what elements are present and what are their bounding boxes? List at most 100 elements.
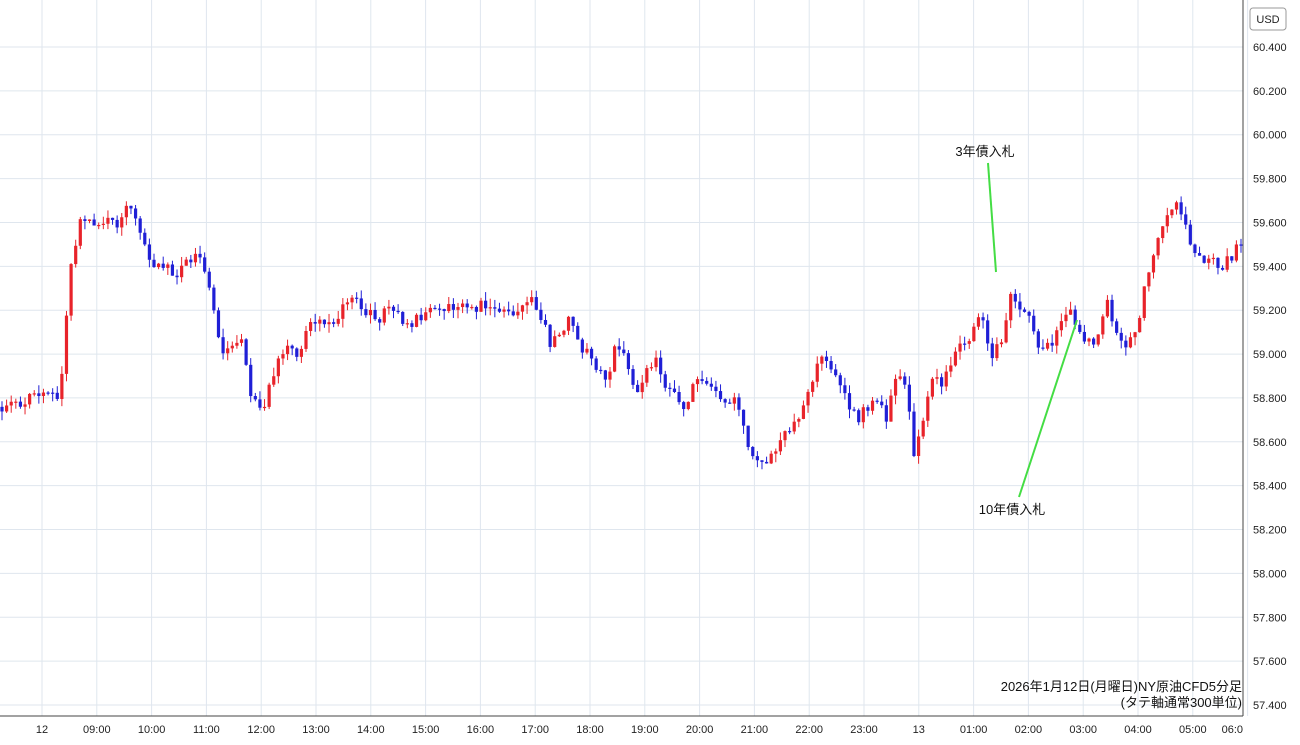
candle xyxy=(1124,335,1128,356)
candle-body xyxy=(866,407,870,411)
candle xyxy=(659,350,663,383)
candle-body xyxy=(120,217,124,228)
candle-body xyxy=(516,311,520,316)
candle-body xyxy=(553,336,557,347)
candle-body xyxy=(83,219,87,222)
candle xyxy=(1202,255,1206,264)
candle xyxy=(410,320,414,333)
candle-body xyxy=(447,304,451,312)
y-tick-label: 58.200 xyxy=(1253,525,1287,537)
candle xyxy=(493,299,497,318)
candle xyxy=(212,284,216,314)
x-tick-label: 19:00 xyxy=(631,724,659,736)
y-tick-label: 57.600 xyxy=(1253,656,1287,668)
candle-body xyxy=(396,310,400,313)
candle-body xyxy=(502,309,506,312)
candle xyxy=(419,307,423,325)
candle-body xyxy=(74,245,78,265)
candle-body xyxy=(405,323,409,325)
candle-body xyxy=(474,306,479,312)
candle xyxy=(1004,312,1008,344)
candles xyxy=(0,196,1243,470)
candle-body xyxy=(1207,258,1211,263)
candle-body xyxy=(732,397,736,404)
candle xyxy=(1188,219,1192,246)
candle xyxy=(728,398,732,404)
candle-body xyxy=(764,461,769,464)
candle-body xyxy=(834,369,838,376)
candle xyxy=(622,341,626,356)
candle xyxy=(198,245,202,264)
candle-body xyxy=(709,383,713,387)
candle-body xyxy=(875,400,879,402)
candle xyxy=(345,298,350,311)
candle xyxy=(990,337,994,367)
candle-body xyxy=(677,391,681,403)
candle xyxy=(705,377,709,386)
candle-body xyxy=(1101,316,1105,335)
candle-body xyxy=(285,345,290,355)
candle xyxy=(23,397,27,415)
y-tick-label: 59.600 xyxy=(1253,217,1287,229)
candle xyxy=(1055,326,1059,354)
candle xyxy=(746,425,750,451)
x-tick-label: 15:00 xyxy=(412,724,440,736)
candle xyxy=(783,430,787,448)
candle-body xyxy=(880,401,884,406)
candle-body xyxy=(46,392,50,394)
candle xyxy=(976,313,981,330)
candle xyxy=(101,216,105,230)
candle-body xyxy=(221,337,225,354)
candle-body xyxy=(290,345,294,349)
candle-body xyxy=(460,303,465,308)
candle-body xyxy=(659,357,663,375)
candle-body xyxy=(511,311,515,316)
candle-body xyxy=(299,348,303,357)
candle xyxy=(216,307,221,339)
candle xyxy=(304,325,308,352)
y-tick-label: 59.200 xyxy=(1253,305,1287,317)
candle xyxy=(511,305,515,317)
candle xyxy=(953,347,958,367)
candle-body xyxy=(101,223,105,225)
candle-body xyxy=(488,307,492,309)
candle xyxy=(299,345,303,363)
candle-body xyxy=(981,317,985,321)
candle xyxy=(741,409,746,434)
candle-body xyxy=(1032,315,1036,332)
candle-body xyxy=(801,405,806,419)
candle xyxy=(290,344,294,356)
candle xyxy=(267,382,271,410)
candle xyxy=(308,318,313,337)
candle xyxy=(898,369,902,381)
candle-body xyxy=(557,334,561,337)
candle xyxy=(78,216,82,250)
candle xyxy=(1220,265,1225,271)
candle-body xyxy=(1073,309,1077,325)
candle-body xyxy=(852,409,856,411)
candle-body xyxy=(281,354,285,359)
candle xyxy=(585,343,589,355)
x-axis-ticks: 12 09:00 10:00 11:00 12:00 13:00 14:00 15:00 16:… xyxy=(36,724,1243,736)
candle-body xyxy=(355,297,359,299)
candle-body xyxy=(847,393,852,410)
candle xyxy=(539,302,543,324)
candle xyxy=(1036,328,1040,355)
y-tick-label: 58.400 xyxy=(1253,481,1287,493)
candle xyxy=(456,302,460,319)
candle-body xyxy=(654,357,658,368)
candle-body xyxy=(479,300,483,312)
candle xyxy=(1225,248,1229,273)
x-tick-label: 06:0 xyxy=(1222,724,1243,736)
candle-body xyxy=(336,318,340,324)
candle xyxy=(672,380,677,394)
candle xyxy=(147,238,151,268)
candle xyxy=(1138,315,1142,333)
candle xyxy=(1170,209,1174,219)
x-tick-label: 04:00 xyxy=(1124,724,1152,736)
candle xyxy=(617,338,621,357)
candle xyxy=(1022,307,1027,313)
candle xyxy=(940,373,944,395)
candle-body xyxy=(741,409,746,426)
candle-body xyxy=(87,219,92,222)
